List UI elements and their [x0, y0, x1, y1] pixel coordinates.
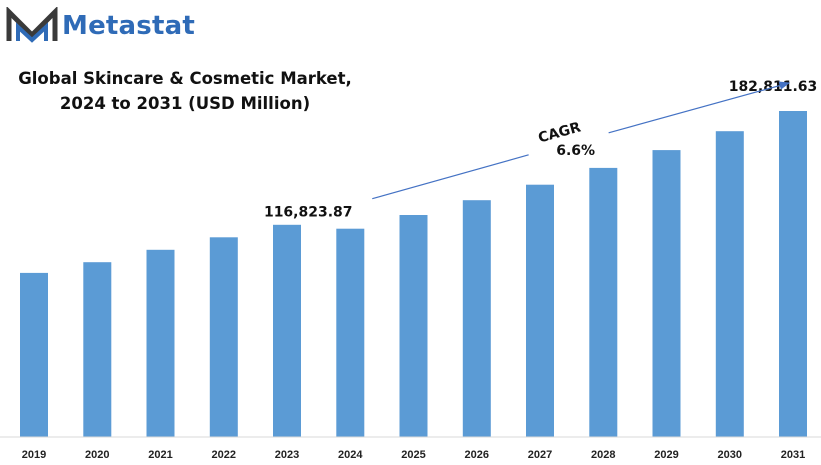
x-axis-ticks: 2019 2020 2021 2022 2023 2024 2025 2026 2027 2028… [22, 449, 805, 461]
chart-title-line-1: Global Skincare & Cosmetic Market, [18, 69, 352, 88]
bar-2024 [336, 228, 365, 437]
metastat-logo-icon [6, 7, 58, 43]
brand-logo: Metastat [6, 6, 195, 46]
cagr-arrow-line [372, 154, 529, 200]
bar-2020 [83, 262, 112, 437]
bar-2025 [399, 215, 428, 437]
bar-2027 [526, 184, 554, 437]
bar-series [20, 111, 807, 437]
x-tick-2029: 2029 [654, 449, 678, 461]
x-tick-2020: 2020 [85, 449, 109, 461]
x-tick-2019: 2019 [22, 449, 46, 461]
x-tick-2028: 2028 [591, 449, 615, 461]
bar-2029 [652, 150, 681, 437]
cagr-arrow-head-line [608, 81, 791, 134]
bar-2031 [779, 111, 807, 437]
x-tick-2024: 2024 [338, 449, 363, 461]
bar-2021 [146, 249, 175, 437]
bar-2030 [715, 131, 744, 437]
data-label-2024: 116,823.87 [264, 205, 353, 221]
x-tick-2023: 2023 [275, 449, 299, 461]
x-tick-2027: 2027 [528, 449, 552, 461]
brand-name: Metastat [62, 11, 195, 41]
x-tick-2021: 2021 [148, 449, 172, 461]
x-tick-2025: 2025 [401, 449, 425, 461]
bar-2023 [273, 224, 301, 437]
bar-2026 [462, 200, 491, 437]
x-tick-2030: 2030 [718, 449, 742, 461]
cagr-value: 6.6% [556, 143, 595, 159]
x-tick-2026: 2026 [465, 449, 489, 461]
bar-2022 [209, 237, 238, 437]
bar-2028 [589, 167, 618, 437]
x-tick-2022: 2022 [212, 449, 236, 461]
chart-title: Global Skincare & Cosmetic Market, 2024 … [0, 66, 370, 116]
x-tick-2031: 2031 [781, 449, 805, 461]
chart-title-line-2: 2024 to 2031 (USD Million) [59, 94, 311, 113]
bar-2019 [20, 272, 48, 437]
